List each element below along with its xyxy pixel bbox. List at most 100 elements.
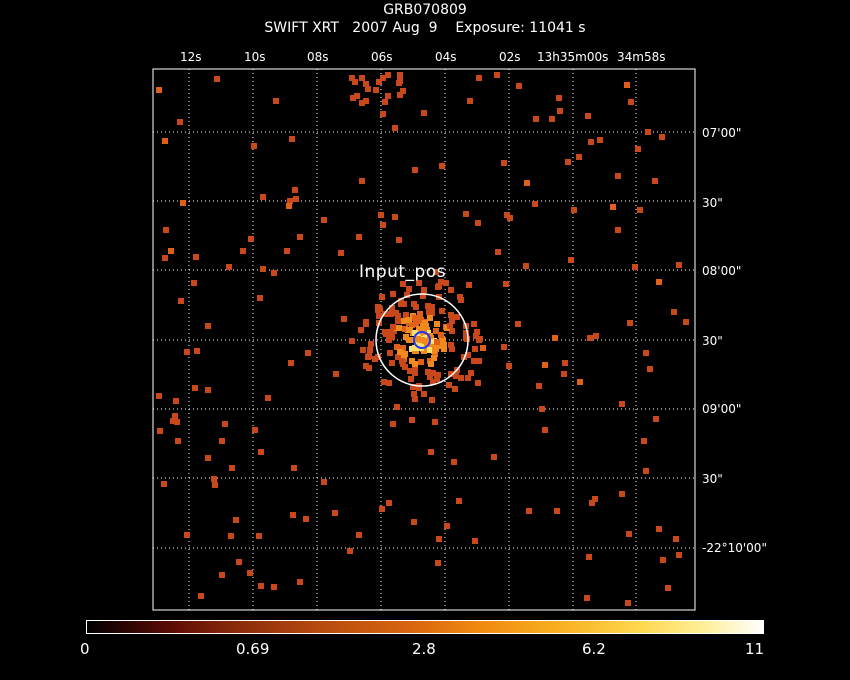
photon-pixel	[271, 270, 277, 276]
photon-pixel	[411, 301, 417, 307]
photon-pixel	[184, 349, 190, 355]
photon-pixel	[394, 325, 400, 331]
photon-pixel	[352, 79, 358, 85]
photon-pixel	[443, 280, 449, 286]
photon-pixel	[434, 376, 440, 382]
photon-pixel	[359, 100, 365, 106]
photon-pixel	[290, 512, 296, 518]
photon-pixel	[379, 294, 385, 300]
photon-pixel	[415, 336, 421, 342]
photon-pixel	[321, 217, 327, 223]
photon-pixel	[425, 369, 431, 375]
photon-pixel	[390, 421, 396, 427]
photon-pixel	[409, 322, 415, 328]
photon-pixel	[386, 500, 392, 506]
photon-pixel	[365, 86, 371, 92]
photon-pixel	[659, 134, 665, 140]
photon-pixel	[379, 506, 385, 512]
photon-pixel	[565, 159, 571, 165]
photon-pixel	[536, 383, 542, 389]
photon-pixel	[419, 337, 425, 343]
photon-pixel	[303, 516, 309, 522]
photon-pixel	[562, 360, 568, 366]
photon-pixel	[619, 491, 625, 497]
photon-pixel	[297, 579, 303, 585]
photon-pixel	[177, 119, 183, 125]
photon-pixel	[471, 358, 477, 364]
photon-pixel	[436, 283, 442, 289]
photon-pixel	[416, 280, 422, 286]
photon-pixel	[291, 465, 297, 471]
photon-pixel	[389, 305, 395, 311]
photon-pixel	[475, 380, 481, 386]
photon-pixel	[400, 281, 406, 287]
photon-pixel	[610, 204, 616, 210]
photon-pixel	[385, 93, 391, 99]
photon-pixel	[193, 254, 199, 260]
photon-pixel	[252, 427, 258, 433]
photon-pixel	[452, 386, 458, 392]
photon-pixel	[409, 358, 415, 364]
photon-pixel	[378, 212, 384, 218]
photon-pixel	[400, 88, 406, 94]
photon-pixel	[420, 293, 426, 299]
photon-pixel	[389, 360, 395, 366]
photon-pixel	[557, 108, 563, 114]
photon-pixel	[427, 315, 433, 321]
photon-pixel	[406, 327, 412, 333]
photon-pixel	[463, 335, 469, 341]
photon-pixel	[359, 178, 365, 184]
photon-pixel	[418, 317, 424, 323]
photon-pixel	[440, 338, 446, 344]
photon-pixel	[656, 279, 662, 285]
photon-pixel	[356, 532, 362, 538]
photon-pixel	[615, 173, 621, 179]
photon-pixel	[359, 75, 365, 81]
photon-pixel	[400, 345, 406, 351]
photon-pixel	[394, 344, 400, 350]
photon-pixel	[656, 526, 662, 532]
photon-pixel	[523, 263, 529, 269]
photon-pixel	[652, 178, 658, 184]
photon-pixel	[349, 338, 355, 344]
photon-pixel	[446, 382, 452, 388]
photon-pixel	[385, 72, 391, 78]
photon-pixel	[421, 287, 427, 293]
photon-pixel	[400, 318, 406, 324]
photon-pixel	[441, 346, 447, 352]
photon-pixel	[653, 416, 659, 422]
photon-pixel	[463, 330, 469, 336]
photon-pixel	[448, 312, 454, 318]
photon-pixel	[453, 373, 459, 379]
photon-pixel	[468, 370, 474, 376]
photon-pixel	[592, 496, 598, 502]
photon-pixel	[423, 323, 429, 329]
photon-pixel	[433, 328, 439, 334]
photon-pixel	[402, 326, 408, 332]
photon-pixel	[418, 359, 424, 365]
photon-pixel	[397, 92, 403, 98]
photon-pixel	[397, 349, 403, 355]
photon-pixel	[332, 510, 338, 516]
source-position-circle	[413, 331, 431, 349]
photon-pixel	[260, 194, 266, 200]
photon-pixel	[390, 324, 396, 330]
right-axis-label: 07'00"	[702, 126, 742, 140]
photon-pixel	[226, 264, 232, 270]
photon-pixel	[593, 333, 599, 339]
photon-pixel	[448, 287, 454, 293]
photon-pixel	[397, 72, 403, 78]
photon-pixel	[424, 340, 430, 346]
photon-pixel	[476, 75, 482, 81]
photon-pixel	[430, 379, 436, 385]
photon-pixel	[358, 327, 364, 333]
photon-pixel	[406, 317, 412, 323]
photon-pixel	[434, 321, 440, 327]
photon-pixel	[251, 143, 257, 149]
photon-pixel	[627, 320, 633, 326]
photon-pixel	[472, 346, 478, 352]
photon-pixel	[412, 396, 418, 402]
photon-pixel	[645, 129, 651, 135]
photon-pixel	[397, 78, 403, 84]
photon-pixel	[589, 500, 595, 506]
